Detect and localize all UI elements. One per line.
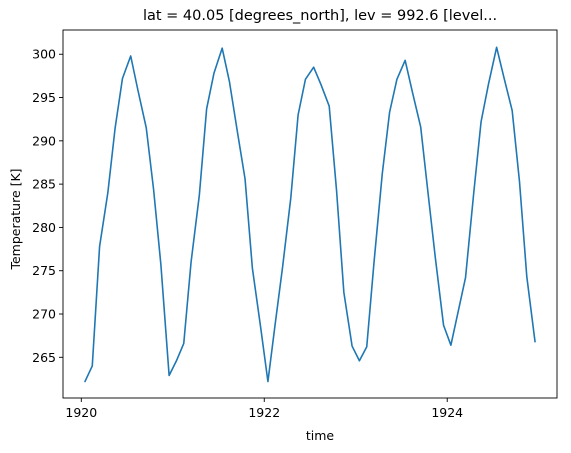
x-axis-label: time [306,428,335,443]
y-tick-label: 270 [32,307,56,322]
y-axis-label: Temperature [K] [8,168,23,270]
y-tick-label: 290 [32,133,56,148]
y-tick-label: 300 [32,47,56,62]
y-tick-label: 265 [32,350,56,365]
x-tick-label: 1922 [248,405,280,420]
x-tick-label: 1924 [431,405,463,420]
y-tick-label: 275 [32,263,56,278]
temperature-series-line [84,46,536,383]
y-tick-label: 280 [32,220,56,235]
y-tick-label: 295 [32,90,56,105]
chart-title: lat = 40.05 [degrees_north], lev = 992.6… [143,8,497,24]
y-axis-ticks: 265 270 275 280 285 290 295 300 [32,47,63,365]
y-tick-label: 285 [32,177,56,192]
x-tick-label: 1920 [65,405,97,420]
plot-area-frame [62,29,558,399]
x-axis-ticks: 1920 1922 1924 [65,398,463,420]
